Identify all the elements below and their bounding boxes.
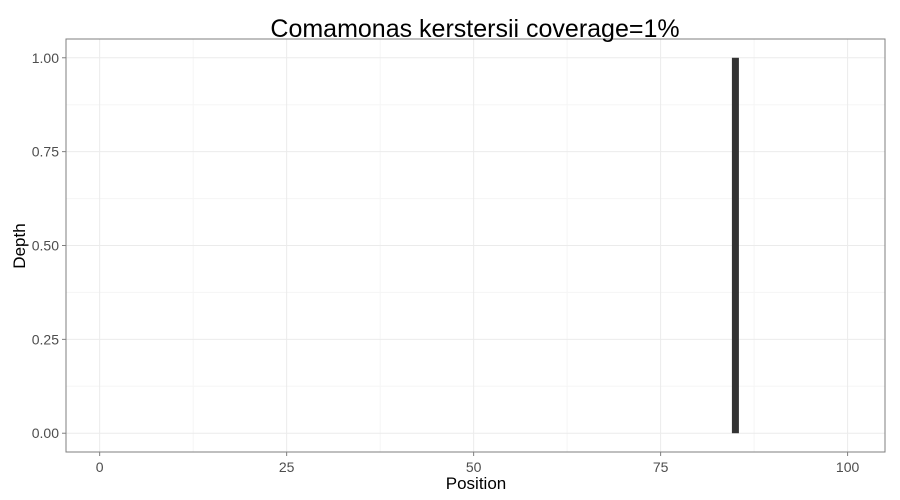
chart-title: Comamonas kerstersii coverage=1% — [270, 15, 679, 43]
y-tick-label: 0.25 — [32, 331, 59, 347]
y-axis-label: Depth — [10, 223, 29, 268]
depth-bar — [731, 57, 739, 434]
x-tick-label: 75 — [653, 459, 669, 475]
bars — [731, 57, 739, 434]
x-tick-label: 25 — [279, 459, 295, 475]
x-tick-label: 50 — [466, 459, 482, 475]
x-tick-label: 100 — [836, 459, 860, 475]
y-tick-label: 0.50 — [32, 238, 59, 254]
y-tick-label: 0.00 — [32, 425, 59, 441]
x-axis: 0 25 50 75 100 — [96, 452, 860, 475]
y-tick-label: 0.75 — [32, 144, 59, 160]
x-tick-label: 0 — [96, 459, 104, 475]
y-axis: 0.00 0.25 0.50 0.75 1.00 — [32, 50, 66, 441]
grid — [66, 39, 885, 452]
y-tick-label: 1.00 — [32, 50, 59, 66]
x-axis-label: Position — [446, 474, 506, 493]
